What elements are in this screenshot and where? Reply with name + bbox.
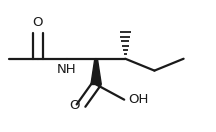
Text: OH: OH (129, 93, 149, 106)
Text: O: O (69, 99, 80, 112)
Text: NH: NH (57, 63, 77, 76)
Polygon shape (91, 59, 101, 84)
Text: O: O (33, 16, 43, 29)
